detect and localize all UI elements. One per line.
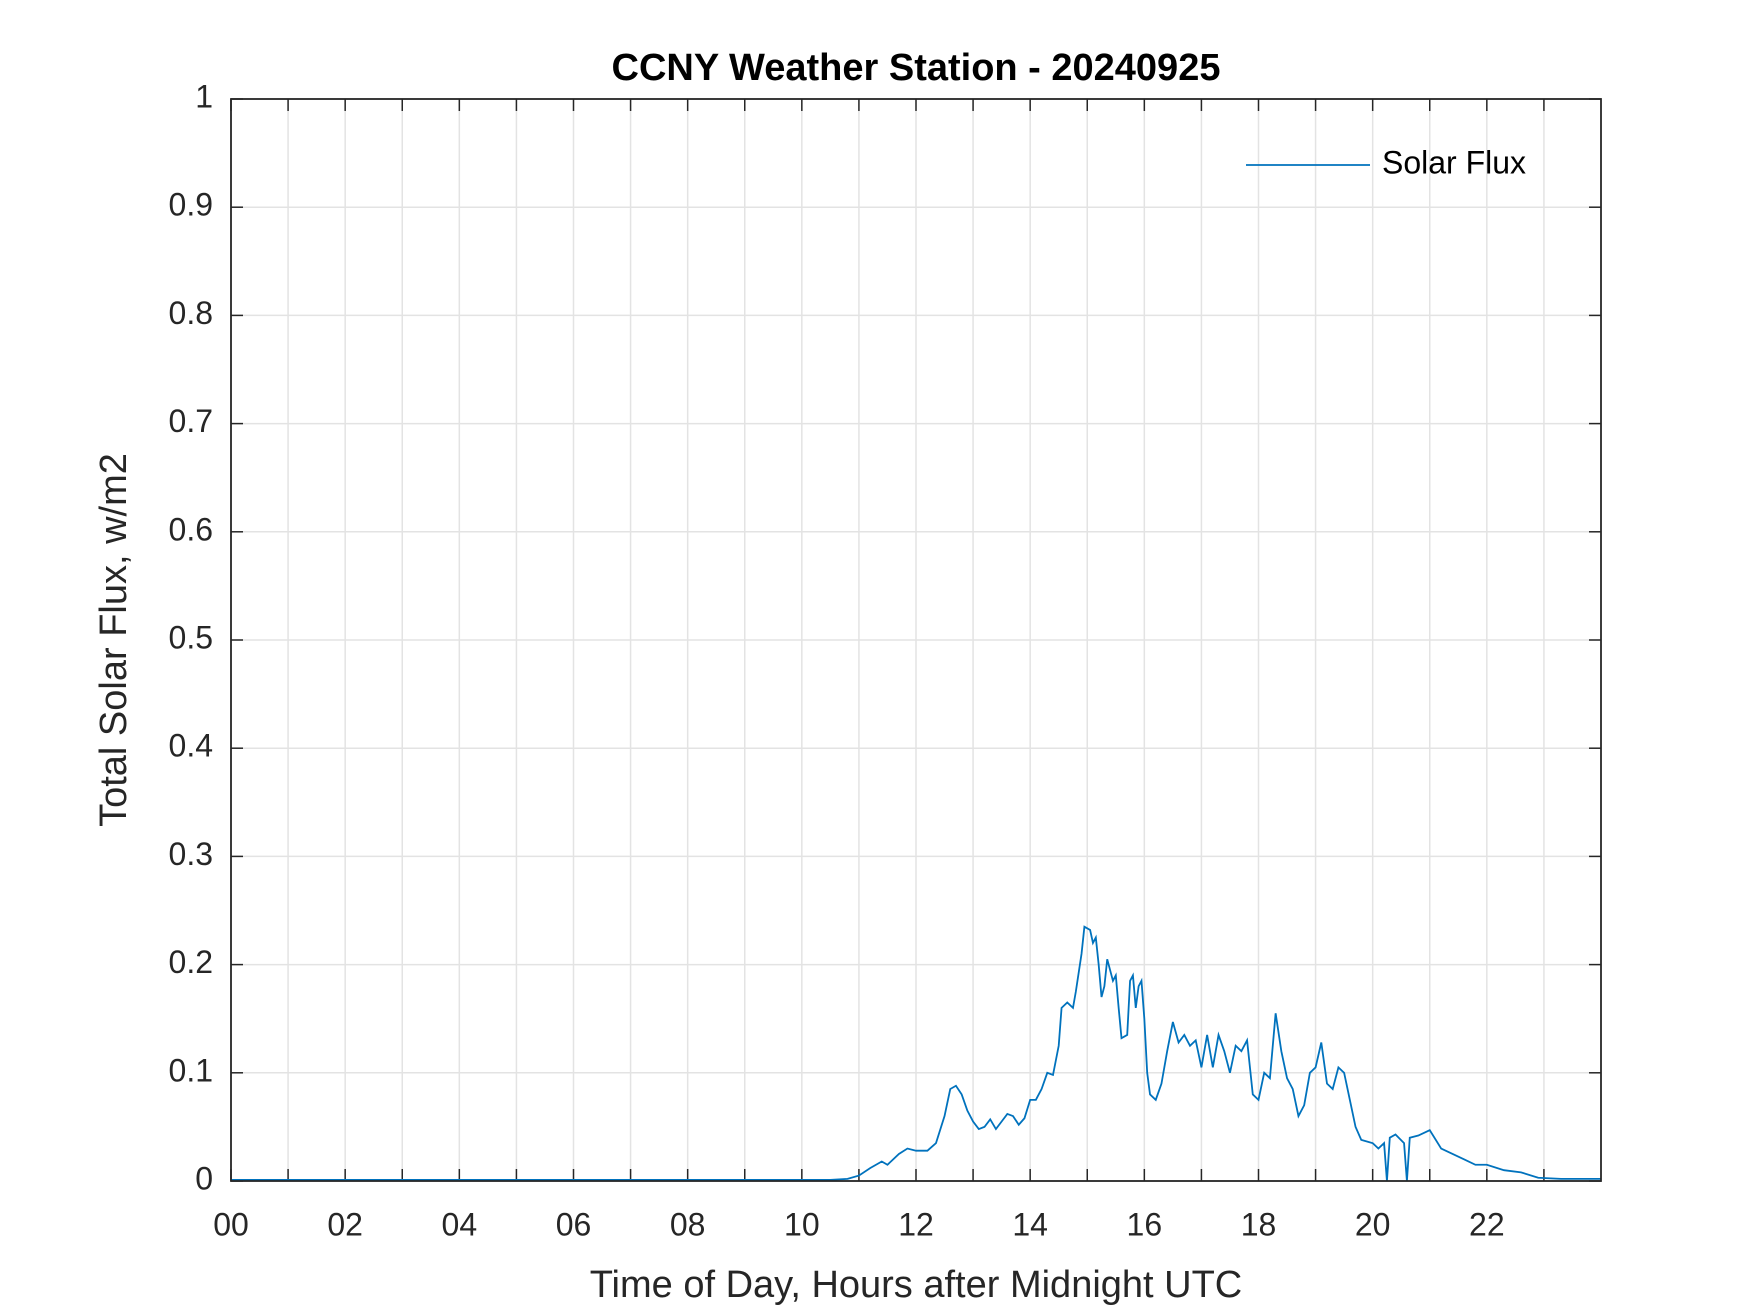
y-tick-label: 0.4	[169, 728, 213, 764]
y-tick-label: 0.8	[169, 295, 213, 331]
y-tick-label: 0.3	[169, 836, 213, 872]
x-tick-label: 02	[327, 1206, 363, 1242]
x-tick-label: 10	[784, 1206, 820, 1242]
legend-label: Solar Flux	[1382, 144, 1526, 180]
x-tick-label: 14	[1012, 1206, 1048, 1242]
chart-title: CCNY Weather Station - 20240925	[612, 47, 1221, 89]
y-tick-label: 0.7	[169, 403, 213, 439]
x-tick-label: 12	[898, 1206, 934, 1242]
y-tick-label: 0	[195, 1160, 213, 1196]
y-axis-label: Total Solar Flux, w/m2	[93, 453, 135, 827]
y-tick-label: 0.6	[169, 511, 213, 547]
axes-box	[230, 98, 1602, 1182]
x-tick-label: 04	[442, 1206, 478, 1242]
x-tick-label: 06	[556, 1206, 592, 1242]
x-tick-label: 20	[1355, 1206, 1391, 1242]
y-tick-label: 1	[195, 78, 213, 114]
x-tick-label: 16	[1127, 1206, 1163, 1242]
y-tick-label: 0.5	[169, 619, 213, 655]
y-tick-label: 0.9	[169, 187, 213, 223]
y-tick-label: 0.1	[169, 1052, 213, 1088]
data-line	[231, 925, 1601, 1182]
x-tick-label: 22	[1469, 1206, 1505, 1242]
x-axis-label: Time of Day, Hours after Midnight UTC	[590, 1264, 1243, 1306]
x-tick-label: 08	[670, 1206, 706, 1242]
x-tick-label: 00	[213, 1206, 249, 1242]
y-tick-label: 0.2	[169, 944, 213, 980]
x-tick-label: 18	[1241, 1206, 1277, 1242]
